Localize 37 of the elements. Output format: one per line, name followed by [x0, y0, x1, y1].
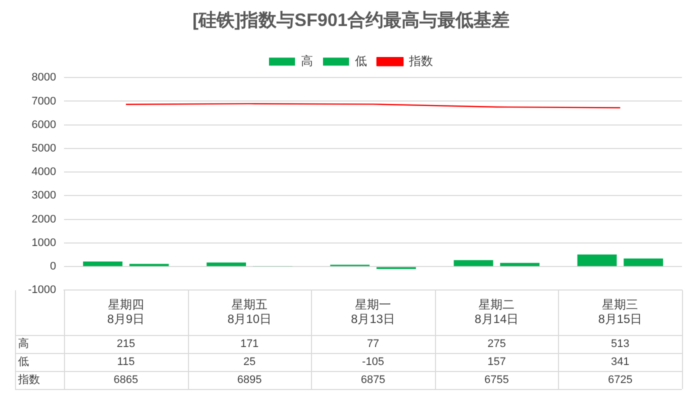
chart-title: [硅铁]指数与SF901合约最高与最低基差 — [192, 10, 510, 30]
data-label: 25 — [243, 356, 256, 368]
data-label: 341 — [611, 356, 630, 368]
data-label: 6755 — [484, 374, 509, 386]
x-tick-label: 星期五 8月10日 — [227, 298, 272, 326]
y-tick-label: 7000 — [32, 95, 56, 108]
data-label: -105 — [362, 356, 384, 368]
y-tick-label: 6000 — [32, 118, 56, 131]
legend-label: 指数 — [408, 54, 433, 68]
x-tick-label: 星期三 8月15日 — [598, 298, 642, 326]
data-label: 275 — [487, 338, 506, 350]
y-tick-label: -1000 — [28, 284, 56, 296]
data-label: 215 — [116, 338, 136, 350]
y-tick-label: 1000 — [32, 236, 56, 249]
y-tick-label: 4000 — [32, 166, 56, 178]
y-tick-label: 5000 — [32, 142, 56, 154]
legend-label: 高 — [301, 54, 313, 68]
x-tick-label: 星期四 8月9日 — [107, 298, 145, 326]
data-label: 6865 — [114, 374, 138, 386]
y-tick-label: 3000 — [32, 190, 56, 202]
x-tick-label: 星期一 8月13日 — [351, 298, 396, 326]
data-label: 513 — [611, 338, 630, 350]
legend-label: 低 — [355, 54, 367, 68]
text: 指数 — [18, 374, 40, 386]
text: 低 — [18, 356, 29, 368]
data-label: 6725 — [608, 374, 632, 386]
x-tick-label: 星期二 8月14日 — [474, 298, 519, 326]
data-label: 6895 — [237, 374, 262, 386]
data-label: 6875 — [360, 374, 386, 386]
data-label: 115 — [117, 356, 135, 368]
text: 高 — [18, 338, 29, 350]
data-label: 171 — [240, 338, 259, 350]
y-tick-label: 8000 — [32, 72, 56, 84]
y-tick-label: 2000 — [32, 213, 56, 226]
y-tick-label: 0 — [50, 260, 56, 273]
data-label: 77 — [366, 338, 380, 350]
data-label: 157 — [487, 356, 506, 368]
